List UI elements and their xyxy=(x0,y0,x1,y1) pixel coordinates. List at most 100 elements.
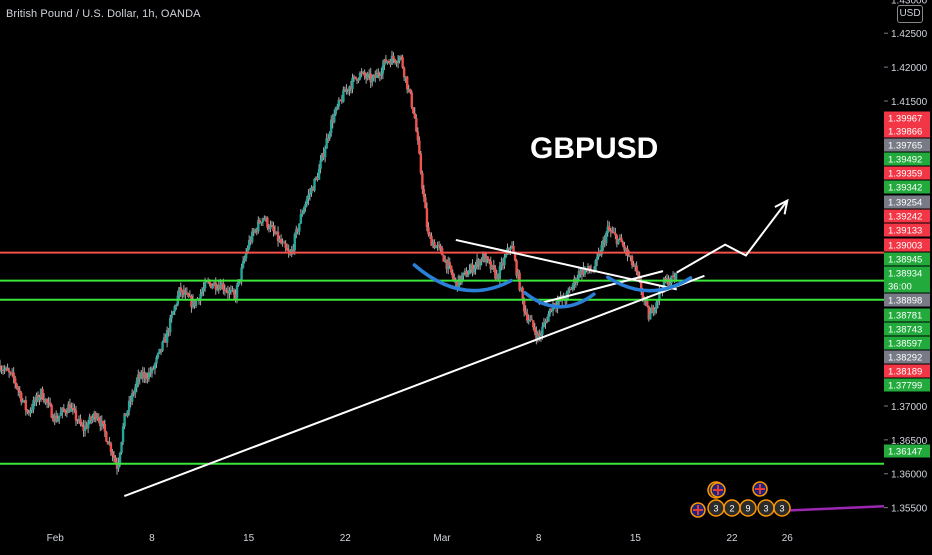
candle-body xyxy=(342,89,345,102)
candle-body xyxy=(510,245,514,248)
candle-body xyxy=(488,259,491,262)
candle-body xyxy=(472,268,476,273)
candle-body xyxy=(317,168,321,180)
candle-body xyxy=(605,233,608,244)
y-tick-label: 1.42000 xyxy=(891,63,928,74)
candle-body xyxy=(269,225,272,230)
time-axis[interactable]: Feb 8 15 22 Mar 8 15 22 26 xyxy=(0,530,884,550)
candle-body xyxy=(178,287,181,296)
candle-body xyxy=(216,288,219,290)
candle-body xyxy=(547,313,550,322)
candle-body xyxy=(522,298,526,312)
candle-body xyxy=(334,107,337,114)
candle-body xyxy=(247,240,251,249)
price-label-text: 1.38189 xyxy=(888,367,922,378)
candle-body xyxy=(535,332,538,339)
candle-body xyxy=(623,245,626,251)
price-label-text: 1.38934 xyxy=(888,269,922,280)
candle-body xyxy=(219,285,222,290)
candle-body xyxy=(381,65,385,74)
candle-body xyxy=(620,237,623,243)
candle-body xyxy=(97,417,100,421)
price-label-text: 1.39866 xyxy=(888,127,922,138)
candle-body xyxy=(293,234,296,251)
y-tick-label: 1.41500 xyxy=(891,97,928,108)
candle-body xyxy=(615,235,619,244)
candle-body xyxy=(313,178,316,191)
candle-body xyxy=(188,296,192,298)
candle-body xyxy=(292,249,295,251)
candle-body xyxy=(635,265,638,272)
candle-body xyxy=(153,363,157,370)
candle-body xyxy=(146,378,149,380)
candle-body xyxy=(544,321,547,324)
price-label-badge xyxy=(884,223,930,237)
candle-body xyxy=(185,292,189,294)
candle-body xyxy=(405,76,409,90)
price-label-badge xyxy=(884,209,930,223)
currency-button[interactable]: USD xyxy=(897,5,923,23)
price-label-badge xyxy=(884,350,930,364)
candle-body xyxy=(386,61,389,64)
price-axis[interactable]: 1.43000 1.42500 1.42000 1.41500 1.37000 1.365… xyxy=(884,0,932,550)
candle-body xyxy=(330,119,333,133)
candle-body xyxy=(430,235,433,246)
candle-body xyxy=(167,330,170,333)
candle-body xyxy=(614,232,617,236)
candle-body xyxy=(480,259,483,262)
candle-body xyxy=(492,264,495,269)
candle-body xyxy=(15,383,18,388)
candle-body xyxy=(612,232,616,234)
candle-body xyxy=(29,410,32,414)
candle-body xyxy=(445,259,448,270)
candle-body xyxy=(9,372,12,374)
price-label-text: 1.37799 xyxy=(888,381,922,392)
candle-body xyxy=(20,392,23,402)
candle-body xyxy=(567,290,570,293)
candle-body xyxy=(636,271,640,276)
wedge-line xyxy=(538,270,664,305)
candle-body xyxy=(255,229,258,232)
candle-body xyxy=(346,89,350,91)
candle-body xyxy=(214,282,217,290)
candle-body xyxy=(149,372,152,374)
candle-body xyxy=(304,204,307,209)
candle-body xyxy=(466,274,470,277)
candle-body xyxy=(226,291,230,294)
candle-body xyxy=(106,441,110,445)
candle-body xyxy=(326,138,330,140)
price-label-text: 1.38945 xyxy=(888,255,922,266)
candle-body xyxy=(594,260,597,271)
candle-body xyxy=(571,284,575,290)
candle-body xyxy=(209,283,213,289)
candle-body xyxy=(427,227,430,235)
candle-body xyxy=(638,275,641,282)
candle-body xyxy=(62,408,66,411)
candle-body xyxy=(202,288,205,292)
candle-body xyxy=(173,306,176,312)
candle-body xyxy=(369,73,372,83)
candle-body xyxy=(477,259,480,267)
candle-body xyxy=(412,107,415,114)
x-tick-label: Mar xyxy=(433,533,451,544)
candle-body xyxy=(611,231,614,233)
candle-body xyxy=(340,100,344,102)
candle-body xyxy=(439,246,442,249)
event-badges[interactable]: 329332 xyxy=(690,481,791,518)
candle-body xyxy=(483,253,486,263)
candle-body xyxy=(465,271,468,277)
price-label-badge xyxy=(884,293,930,307)
candle-body xyxy=(220,283,224,290)
candle-body xyxy=(170,314,173,319)
candle-body xyxy=(121,426,125,443)
price-label-badge xyxy=(884,138,930,152)
candle-body xyxy=(652,307,655,313)
event-badge xyxy=(739,499,757,517)
candle-body xyxy=(244,252,248,259)
candle-body xyxy=(671,275,675,278)
price-label-badge xyxy=(884,308,930,322)
candle-body xyxy=(279,238,283,244)
x-tick-label: 8 xyxy=(536,533,542,544)
